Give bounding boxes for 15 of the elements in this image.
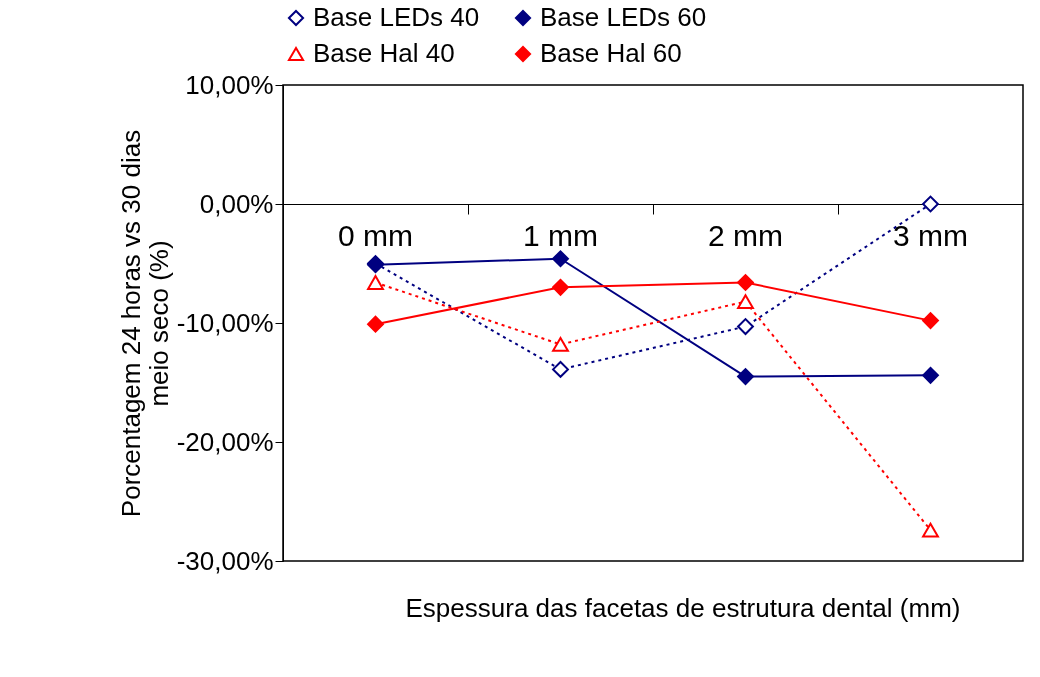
y-axis-title: Porcentagem 24 horas vs 30 dias meio seco (%): [115, 129, 174, 518]
y-tick-label: -30,00%: [176, 545, 274, 576]
legend-label: Base Hal 40: [313, 38, 455, 68]
legend-label: Base LEDs 40: [313, 2, 480, 32]
x-tick-label: 3 mm: [893, 219, 968, 252]
x-tick-label: 1 mm: [523, 219, 598, 252]
y-tick-label: 0,00%: [199, 188, 274, 219]
x-tick-label: 0 mm: [338, 219, 413, 252]
x-axis-title: Espessura das facetas de estrutura dental (mm): [405, 593, 961, 623]
legend-label: Base LEDs 60: [540, 2, 707, 32]
y-tick-label: -20,00%: [176, 426, 274, 457]
legend-label: Base Hal 60: [540, 38, 682, 68]
y-tick-label: 10,00%: [185, 69, 274, 100]
x-tick-label: 2 mm: [708, 219, 783, 252]
y-tick-label: -10,00%: [176, 307, 274, 338]
